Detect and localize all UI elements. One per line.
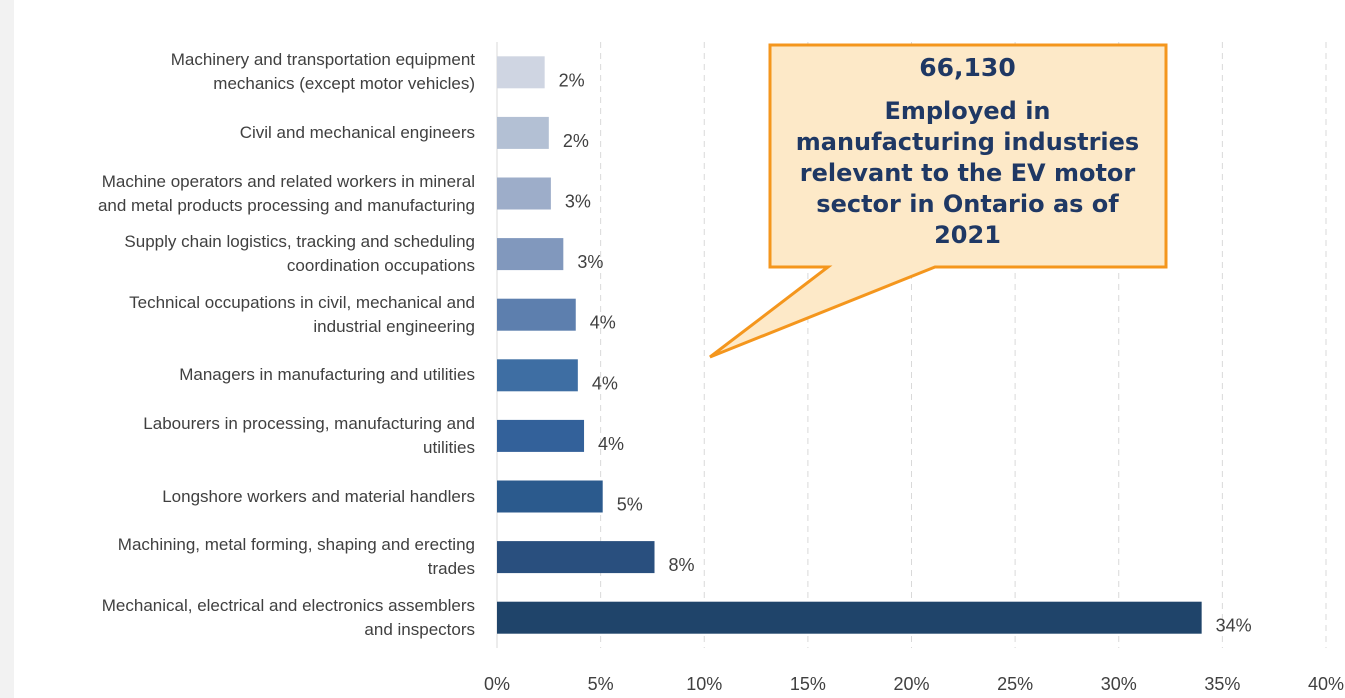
- bar: [497, 238, 564, 271]
- category-label: Managers in manufacturing and utilities: [179, 365, 475, 385]
- category-label: Civil and mechanical engineers: [239, 122, 475, 142]
- bar: [497, 601, 1202, 634]
- x-tick-label: 0%: [484, 674, 510, 694]
- left-margin-strip: [0, 0, 14, 698]
- category-label: Labourers in processing, manufacturing a…: [143, 413, 475, 457]
- category-label: Mechanical, electrical and electronics a…: [101, 595, 475, 639]
- bar-value-label: 5%: [617, 495, 643, 515]
- bar: [497, 298, 576, 331]
- category-label: Machine operators and related workers in…: [97, 171, 475, 215]
- x-tick-label: 15%: [790, 674, 826, 694]
- bar-value-label: 4%: [592, 373, 618, 393]
- x-tick-label: 10%: [686, 674, 722, 694]
- bar: [497, 359, 578, 392]
- category-label: Machinery and transportation equipment m…: [170, 50, 475, 94]
- category-label: Machining, metal forming, shaping and er…: [117, 535, 475, 579]
- bar: [497, 56, 545, 89]
- category-label: Supply chain logistics, tracking and sch…: [124, 232, 475, 276]
- x-tick-label: 20%: [893, 674, 929, 694]
- bar-value-label: 2%: [563, 131, 589, 151]
- x-tick-label: 5%: [588, 674, 614, 694]
- category-label: Longshore workers and material handlers: [162, 486, 475, 506]
- bar: [497, 177, 551, 210]
- x-tick-label: 30%: [1101, 674, 1137, 694]
- x-tick-label: 40%: [1308, 674, 1344, 694]
- bar-value-label: 3%: [565, 192, 591, 212]
- x-tick-label: 35%: [1204, 674, 1240, 694]
- x-tick-label: 25%: [997, 674, 1033, 694]
- bar-value-label: 8%: [669, 555, 695, 575]
- bar: [497, 541, 655, 574]
- bar-value-label: 4%: [598, 434, 624, 454]
- bar-value-label: 2%: [559, 70, 585, 90]
- bar: [497, 480, 603, 513]
- bar: [497, 419, 585, 452]
- bar: [497, 116, 549, 149]
- bar-value-label: 4%: [590, 313, 616, 333]
- callout-shape: [709, 43, 1168, 359]
- bar-value-label: 3%: [577, 252, 603, 272]
- bar-value-label: 34%: [1216, 616, 1252, 636]
- category-label: Technical occupations in civil, mechanic…: [129, 292, 475, 336]
